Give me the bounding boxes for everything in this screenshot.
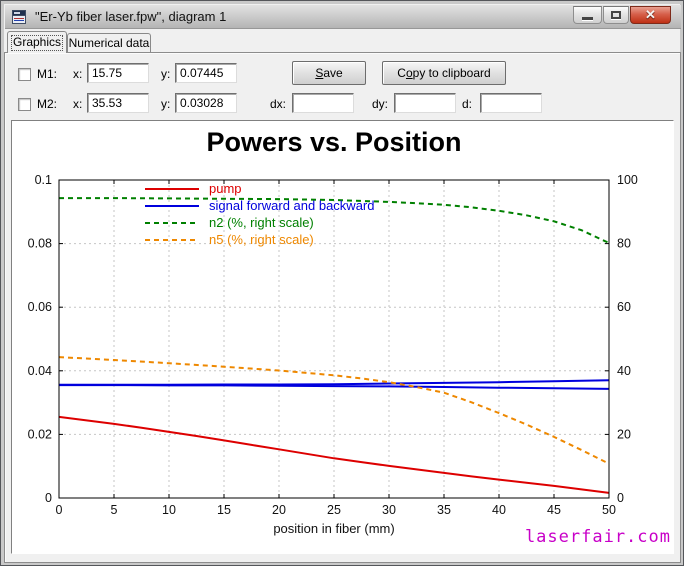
svg-text:0: 0 [617,491,624,505]
minimize-button[interactable] [573,6,602,24]
close-button[interactable]: ✕ [630,6,671,24]
window-title: "Er-Yb fiber laser.fpw", diagram 1 [35,9,227,24]
svg-text:n2 (%, right scale): n2 (%, right scale) [209,215,314,230]
svg-text:0: 0 [45,491,52,505]
tab-graphics-label: Graphics [12,35,62,49]
tab-graphics[interactable]: Graphics [7,31,67,53]
m1-y-input[interactable]: 0.07445 [175,63,237,83]
dx-input[interactable] [292,93,354,113]
m2-checkbox[interactable] [18,98,31,111]
m1-label: M1: [37,67,58,81]
svg-text:80: 80 [617,237,631,251]
m1-y-label: y: [161,67,171,81]
svg-text:n5 (%, right scale): n5 (%, right scale) [209,232,314,247]
watermark: laserfair.com [524,527,671,547]
m1-x-input[interactable]: 15.75 [87,63,149,83]
svg-text:25: 25 [327,503,341,517]
m2-y-input[interactable]: 0.03028 [175,93,237,113]
svg-text:5: 5 [111,503,118,517]
maximize-icon [611,11,621,19]
m2-x-input[interactable]: 35.53 [87,93,149,113]
dy-label: dy: [371,97,388,111]
svg-text:20: 20 [617,427,631,441]
svg-text:0.1: 0.1 [35,173,52,187]
m2-y-label: y: [161,97,171,111]
svg-text:0: 0 [56,503,63,517]
svg-text:signal forward and backward: signal forward and backward [209,198,374,213]
svg-text:0.04: 0.04 [28,364,52,378]
svg-text:50: 50 [602,503,616,517]
m2-x-label: x: [73,97,83,111]
m2-label: M2: [37,97,58,111]
tab-numerical-data-label: Numerical data [68,36,150,50]
titlebar[interactable]: "Er-Yb fiber laser.fpw", diagram 1 [5,5,681,29]
app-icon [12,10,26,24]
svg-text:0.02: 0.02 [28,427,52,441]
maximize-button[interactable] [603,6,629,24]
tab-focus-rect [11,35,63,51]
d-input[interactable] [480,93,542,113]
svg-text:0.08: 0.08 [28,237,52,251]
m1-x-label: x: [73,67,83,81]
m1-checkbox[interactable] [18,68,31,81]
close-icon: ✕ [645,7,656,22]
minimize-icon [582,16,593,20]
dy-input[interactable] [394,93,456,113]
svg-text:30: 30 [382,503,396,517]
svg-text:15: 15 [217,503,231,517]
chart-title: Powers vs. Position [206,127,462,157]
tab-numerical-data[interactable]: Numerical data [67,33,151,53]
chart-area: 0 5 10 15 20 25 30 35 40 45 50 0 0.02 0.04 0.06 0.08 0.1… [11,120,674,554]
svg-text:position in fiber (mm): position in fiber (mm) [273,521,394,536]
svg-text:40: 40 [617,364,631,378]
svg-text:35: 35 [437,503,451,517]
svg-text:100: 100 [617,173,638,187]
svg-text:0.06: 0.06 [28,300,52,314]
svg-text:40: 40 [492,503,506,517]
svg-text:pump: pump [209,181,242,196]
dx-label: dx: [269,97,286,111]
svg-text:45: 45 [547,503,561,517]
svg-text:60: 60 [617,300,631,314]
svg-text:20: 20 [272,503,286,517]
svg-text:10: 10 [162,503,176,517]
d-label: d: [461,97,472,111]
plot-canvas[interactable]: 0 5 10 15 20 25 30 35 40 45 5000.020.040.060.080.1… [12,121,673,553]
